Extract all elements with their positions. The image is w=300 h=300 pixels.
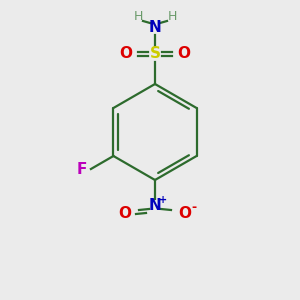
Text: O: O (118, 206, 131, 221)
Text: H: H (167, 10, 177, 22)
Text: O: O (119, 46, 133, 62)
Text: N: N (148, 199, 161, 214)
Text: N: N (148, 20, 161, 35)
Text: F: F (77, 161, 87, 176)
Text: S: S (149, 46, 161, 62)
Text: O: O (178, 206, 191, 221)
Text: O: O (178, 46, 190, 62)
Text: +: + (159, 195, 167, 205)
Text: H: H (133, 10, 143, 22)
Text: -: - (191, 202, 196, 214)
